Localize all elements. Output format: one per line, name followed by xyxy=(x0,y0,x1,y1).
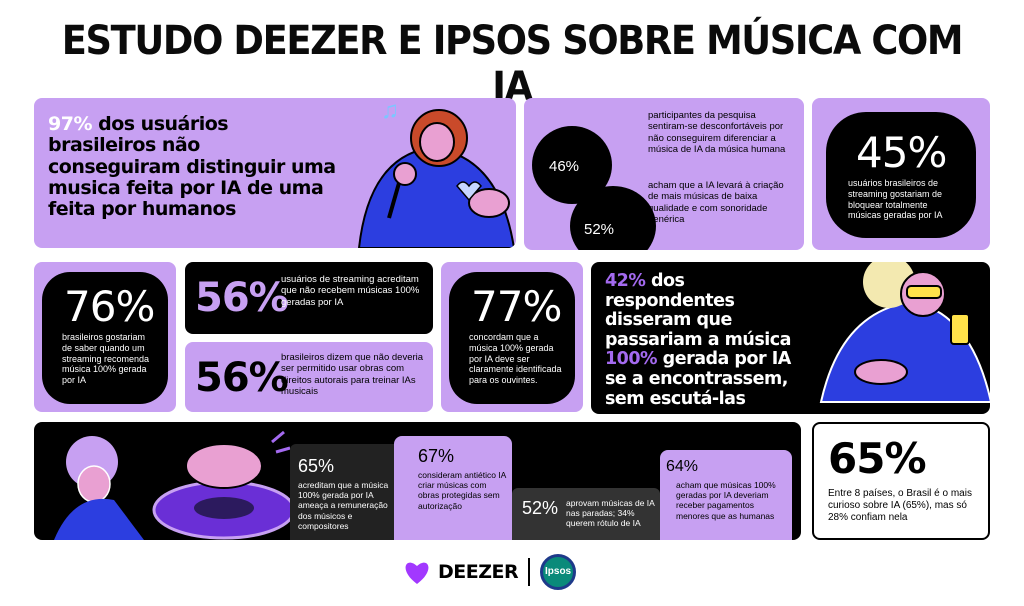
stat-56a-percent: 56% xyxy=(195,275,289,321)
stat-77-percent: 77% xyxy=(471,282,562,331)
stat-67-box xyxy=(394,436,512,540)
logo-divider xyxy=(528,558,530,586)
stat-56b-text: brasileiros dizem que não deveria ser pe… xyxy=(281,352,424,398)
stat-42-post: se a encontrassem, sem escutá-las xyxy=(605,368,788,409)
stat-42-card: 42% dos respondentes disseram que passar… xyxy=(591,262,990,414)
stat-52-percent: 52% xyxy=(584,221,615,238)
stat-52b-text: aprovam músicas de IA nas paradas; 34% q… xyxy=(566,498,655,529)
stat-46-percent: 46% xyxy=(549,158,580,175)
ipsos-logo-text: Ipsos xyxy=(545,566,572,577)
stat-77-card: 77% concordam que a música 100% gerada p… xyxy=(441,262,583,412)
stat-97-percent: 97% xyxy=(48,113,92,135)
stat-42-mid: gerada por IA xyxy=(662,349,792,370)
stat-65b-percent: 65% xyxy=(828,434,927,483)
stat-65a-text: acreditam que a música 100% gerada por I… xyxy=(298,480,389,531)
stat-45-percent: 45% xyxy=(856,128,947,177)
bottom-panel: 65% acreditam que a música 100% gerada p… xyxy=(34,422,801,540)
stat-76-card: 76% brasileiros gostariam de saber quand… xyxy=(34,262,176,412)
stat-64-percent: 64% xyxy=(666,458,699,475)
stat-42-highlight: 100% xyxy=(605,349,658,370)
stat-46-text: participantes da pesquisa sentiram-se de… xyxy=(648,110,786,156)
stat-97-card: 97% dos usuários brasileiros não consegu… xyxy=(34,98,516,248)
svg-text:♫: ♫ xyxy=(381,98,399,124)
stat-76-text: brasileiros gostariam de saber quando um… xyxy=(62,332,150,386)
dj-illustration xyxy=(54,430,294,540)
stat-52b-box xyxy=(512,488,660,540)
stat-67-percent: 67% xyxy=(418,446,455,466)
stat-64-text: acham que músicas 100% geradas por IA de… xyxy=(676,480,776,521)
singer-illustration: ♫ xyxy=(357,98,516,248)
stat-52-text: acham que a IA levará à criação de mais … xyxy=(648,180,784,226)
stat-97-text: 97% dos usuários brasileiros não consegu… xyxy=(48,113,338,221)
deezer-heart-icon xyxy=(405,562,429,584)
stat-97-body: dos usuários brasileiros não conseguiram… xyxy=(48,113,336,221)
stat-65b-card: 65% Entre 8 países, o Brasil é o mais cu… xyxy=(812,422,990,540)
stat-76-percent: 76% xyxy=(64,282,155,331)
deezer-logo-text: DEEZER xyxy=(438,561,519,583)
stat-42-text: 42% dos respondentes disseram que passar… xyxy=(605,271,805,409)
stat-45-card: 45% usuários brasileiros de streaming go… xyxy=(812,98,990,250)
stat-65a-box xyxy=(290,444,406,540)
blob-52 xyxy=(570,186,656,250)
footer: DEEZER Ipsos xyxy=(0,552,1024,592)
stat-77-text: concordam que a música 100% gerada por I… xyxy=(469,332,562,386)
stat-64-box xyxy=(660,450,792,540)
stat-42-pre: dos respondentes disseram que passariam … xyxy=(605,271,791,350)
stat-65a-percent: 65% xyxy=(298,456,335,476)
stat-56b-card: 56% brasileiros dizem que não deveria se… xyxy=(185,342,433,412)
stat-52b-percent: 52% xyxy=(522,498,559,518)
stat-46-52-card: 46% 52% participantes da pesquisa sentir… xyxy=(524,98,804,250)
ipsos-logo xyxy=(540,554,576,590)
stat-56a-text: usuários de streaming acreditam que não … xyxy=(281,274,420,308)
stat-67-text: consideram antiético IA criar músicas co… xyxy=(418,470,506,511)
page-title: ESTUDO DEEZER E IPSOS SOBRE MÚSICA COM I… xyxy=(61,18,964,110)
stat-42-percent: 42% xyxy=(605,271,646,291)
listener-illustration xyxy=(819,262,990,403)
stat-45-text: usuários brasileiros de streaming gostar… xyxy=(848,178,943,221)
stat-56b-percent: 56% xyxy=(195,355,289,401)
stat-65b-text: Entre 8 países, o Brasil é o mais curios… xyxy=(828,488,972,523)
stat-56a-card: 56% usuários de streaming acreditam que … xyxy=(185,262,433,334)
